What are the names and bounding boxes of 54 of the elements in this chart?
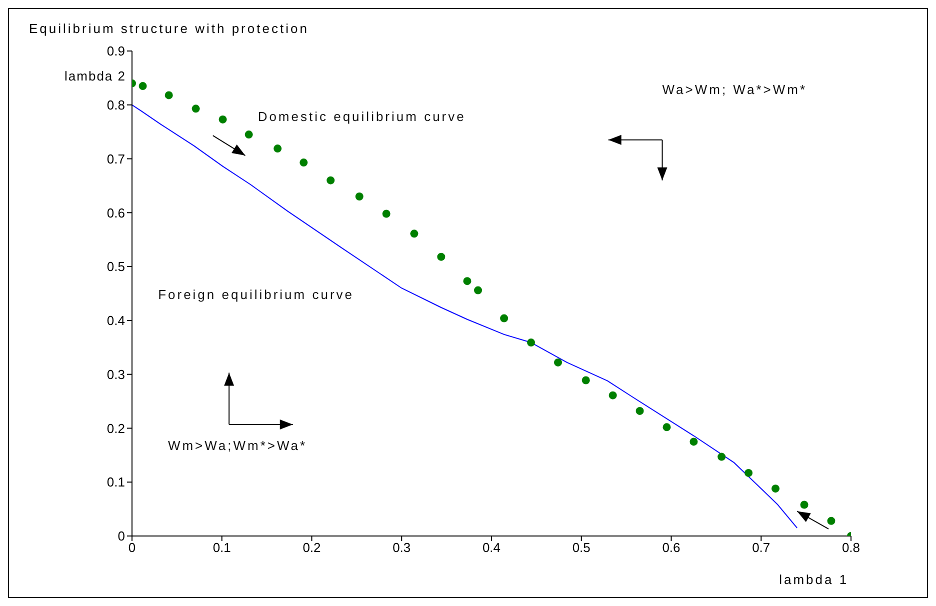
- point: [437, 252, 446, 261]
- x-tick-label: 0.4: [482, 540, 501, 556]
- point: [218, 115, 227, 124]
- point: [382, 210, 390, 218]
- y-axis-title: lambda 2: [64, 68, 126, 84]
- x-tick-label: 0.6: [662, 540, 680, 556]
- point: [474, 286, 482, 294]
- point: [300, 158, 308, 167]
- point: [608, 391, 617, 400]
- x-tick-label: 0.2: [302, 540, 321, 556]
- point: [554, 358, 562, 366]
- x-tick-label: 0.8: [842, 540, 860, 556]
- point: [582, 376, 590, 384]
- annotation: Wm>Wa;Wm*>Wa*: [168, 438, 308, 453]
- point: [800, 500, 808, 509]
- annotation: Wa>Wm; Wa*>Wm*: [662, 82, 808, 98]
- point: [192, 104, 200, 113]
- point: [827, 516, 836, 525]
- point: [690, 438, 698, 446]
- x-axis-title: lambda 1: [779, 572, 849, 587]
- y-tick-label: 0.6: [106, 205, 125, 220]
- x-tick-label: 0.1: [212, 540, 231, 556]
- x-tick-label: 0.3: [392, 540, 411, 556]
- y-tick-label: 0.8: [106, 98, 125, 113]
- point: [164, 91, 173, 100]
- y-tick-label: 0.3: [106, 366, 125, 382]
- point: [410, 230, 418, 238]
- y-tick-label: 0.4: [106, 313, 125, 328]
- point: [326, 176, 335, 184]
- point: [244, 130, 253, 139]
- point: [138, 82, 147, 90]
- annotation: Domestic equilibrium curve: [258, 109, 466, 124]
- point: [772, 484, 780, 493]
- point: [500, 314, 508, 322]
- annotation: Foreign equilibrium curve: [158, 286, 354, 302]
- y-tick-label: 0.2: [106, 420, 125, 436]
- point: [527, 338, 536, 347]
- point: [463, 277, 472, 286]
- point: [744, 468, 753, 477]
- y-tick-label: 0: [118, 528, 125, 544]
- y-tick-label: 0.1: [106, 474, 125, 490]
- point: [355, 192, 364, 200]
- point: [718, 452, 726, 461]
- point: [662, 423, 671, 432]
- y-tick-label: 0.5: [106, 259, 125, 274]
- chart-title: Equilibrium structure with protection: [29, 21, 309, 36]
- x-tick-label: 0: [128, 540, 136, 556]
- x-tick-label: 0.5: [572, 540, 590, 556]
- line-series: [132, 104, 798, 528]
- y-tick-label: 0.7: [106, 151, 125, 166]
- x-tick-label: 0.7: [752, 540, 770, 556]
- point: [274, 144, 282, 153]
- point: [636, 406, 644, 415]
- y-tick-label: 0.9: [106, 44, 125, 59]
